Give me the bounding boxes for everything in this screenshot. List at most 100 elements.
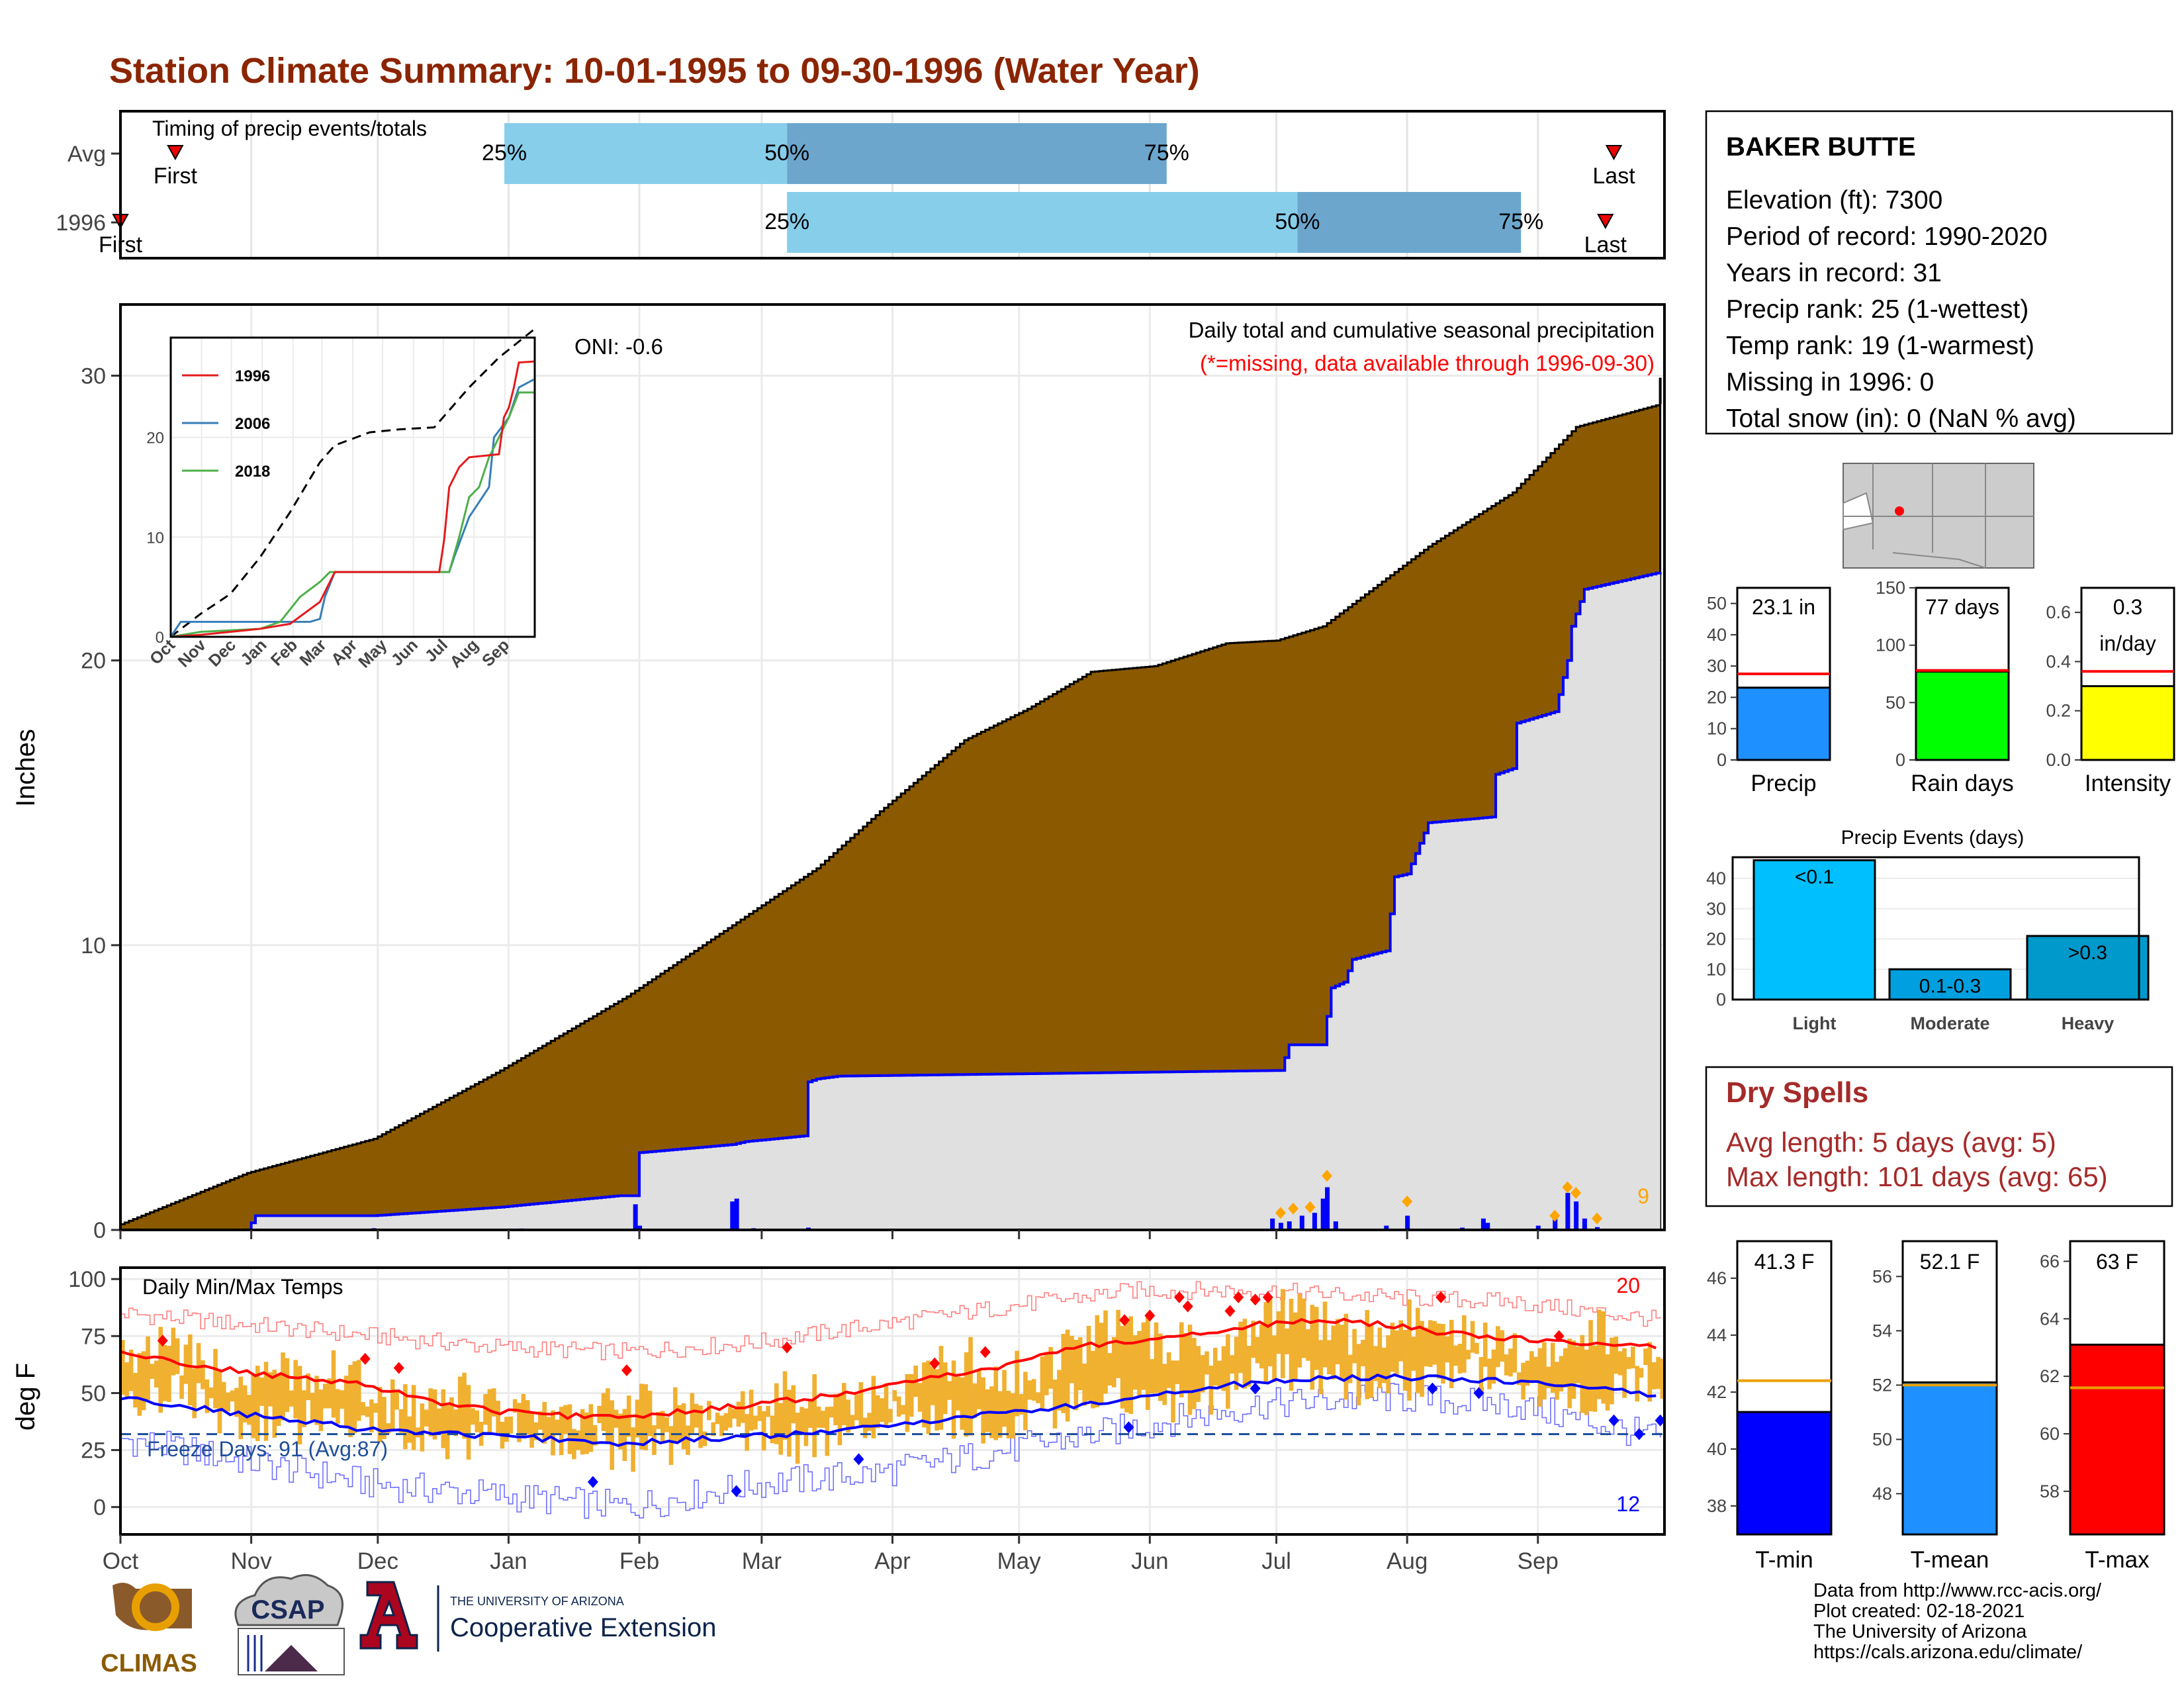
daily-temp-bar [289, 1390, 294, 1407]
daily-temp-bar [736, 1401, 741, 1427]
daily-temp-bar [727, 1407, 733, 1428]
record-max-marker [1250, 1293, 1261, 1306]
daily-temp-bar [922, 1362, 927, 1428]
oni-label: ONI: -0.6 [574, 334, 663, 359]
daily-temp-bar [1352, 1329, 1357, 1364]
daily-temp-bar [382, 1397, 387, 1439]
tmin-bar [1736, 1411, 1833, 1536]
daily-temp-bar [1365, 1310, 1370, 1399]
daily-temp-bar [698, 1405, 703, 1448]
daily-temp-bar [795, 1413, 800, 1464]
daily-temp-bar [508, 1416, 514, 1434]
record-min-envelope [120, 1383, 1661, 1519]
info-period: Period of record: 1990-2020 [1726, 222, 2048, 251]
event-bar-label: >0.3 [2068, 942, 2107, 964]
daily-temp-bar [1424, 1327, 1429, 1367]
tempbar-ytick-label: 46 [1707, 1268, 1727, 1288]
last-event-marker [1597, 214, 1614, 230]
daily-temp-bar [799, 1407, 804, 1435]
record-max-marker [979, 1346, 991, 1358]
daily-temp-bar [1428, 1320, 1433, 1368]
daily-temp-bar [352, 1361, 357, 1434]
daily-temp-bar [1457, 1343, 1463, 1374]
daily-temp-bar [664, 1417, 669, 1432]
daily-temp-bar [690, 1393, 695, 1434]
daily-temp-bar [1660, 1358, 1665, 1399]
daily-temp-bar [808, 1400, 813, 1429]
daily-temp-bar [997, 1391, 1003, 1438]
tempbar-ytick-label: 60 [2040, 1424, 2060, 1444]
daily-temp-bar [1019, 1394, 1024, 1415]
daily-temp-bar [1196, 1346, 1201, 1402]
daily-temp-bar [745, 1414, 749, 1451]
temp-ytick-label: 0 [93, 1495, 106, 1521]
last-event-label: Last [1592, 164, 1635, 189]
tmax-value: 63 F [2096, 1250, 2138, 1274]
daily-temp-bar [555, 1419, 560, 1434]
last-event-marker [1605, 145, 1623, 161]
logo-csap: CSAP [234, 1573, 345, 1675]
daily-temp-bar [1099, 1323, 1104, 1403]
daily-temp-bar [150, 1364, 155, 1380]
record-max-marker [1224, 1305, 1236, 1317]
daily-temp-bar [205, 1379, 210, 1413]
daily-temp-bar [681, 1403, 686, 1450]
daily-temp-bar [880, 1398, 884, 1422]
daily-temp-bar [580, 1409, 585, 1455]
daily-temp-bar [1617, 1351, 1623, 1376]
daily-temp-bar [1420, 1321, 1424, 1397]
temp-panel-title: Daily Min/Max Temps [142, 1275, 343, 1299]
daily-temp-bar [293, 1360, 298, 1419]
daily-temp-bar [1441, 1324, 1445, 1384]
summary-ytick-label: 20 [1707, 687, 1727, 707]
daily-temp-bar [774, 1383, 779, 1444]
summary-ytick-label: 50 [1886, 692, 1905, 712]
tempbar-ytick-label: 54 [1872, 1321, 1892, 1340]
daily-temp-bar [1183, 1333, 1188, 1391]
daily-temp-bar [858, 1382, 864, 1427]
events-ytick-label: 20 [1706, 929, 1726, 949]
daily-temp-bar [242, 1385, 248, 1423]
record-min-marker [1473, 1387, 1484, 1399]
daily-temp-bar [1255, 1336, 1260, 1364]
daily-temp-bar [1280, 1289, 1285, 1379]
inset-ytick-label: 0 [156, 629, 164, 647]
rain-days-bar [1915, 671, 2010, 761]
daily-temp-bar [221, 1382, 226, 1412]
daily-temp-bar [673, 1387, 678, 1442]
daily-temp-bar [909, 1374, 914, 1417]
daily-temp-bar [1010, 1393, 1015, 1439]
daily-temp-bar [1226, 1334, 1230, 1409]
daily-temp-bar [1221, 1346, 1226, 1391]
daily-temp-bar [1141, 1322, 1146, 1390]
extreme-precip-marker [1322, 1170, 1333, 1182]
daily-temp-bar [559, 1407, 564, 1456]
daily-temp-bar [1251, 1321, 1255, 1358]
daily-temp-bar [787, 1389, 792, 1457]
inset-ytick-label: 20 [146, 430, 164, 447]
daily-precip-bar [1278, 1223, 1283, 1230]
daily-temp-bar [1154, 1322, 1159, 1393]
daily-temp-bar [677, 1405, 682, 1440]
daily-precip-bar [1287, 1221, 1292, 1230]
daily-temp-bar [1069, 1335, 1074, 1383]
extreme-count: 9 [1637, 1184, 1649, 1208]
temp-ytick-label: 75 [81, 1324, 106, 1349]
daily-precip-bar [1553, 1213, 1558, 1230]
daily-temp-bar [892, 1390, 897, 1401]
tempbar-ytick-label: 64 [2040, 1309, 2060, 1329]
daily-temp-bar [179, 1375, 184, 1399]
events-title: Precip Events (days) [1841, 827, 2025, 849]
daily-temp-bar [942, 1362, 948, 1415]
timing-bar-50-75 [1297, 192, 1522, 253]
timing-pct-label: 50% [1275, 209, 1320, 234]
daily-temp-bar [1614, 1336, 1619, 1374]
locator-map [1843, 463, 2034, 569]
daily-temp-bar [154, 1360, 159, 1388]
avg-min-line [120, 1373, 1657, 1447]
daily-temp-bar [314, 1376, 319, 1425]
precip-ytick-label: 0 [93, 1218, 106, 1243]
summary-ytick-label: 50 [1707, 594, 1727, 614]
daily-temp-bar [1643, 1348, 1648, 1366]
daily-temp-bar [411, 1385, 416, 1450]
